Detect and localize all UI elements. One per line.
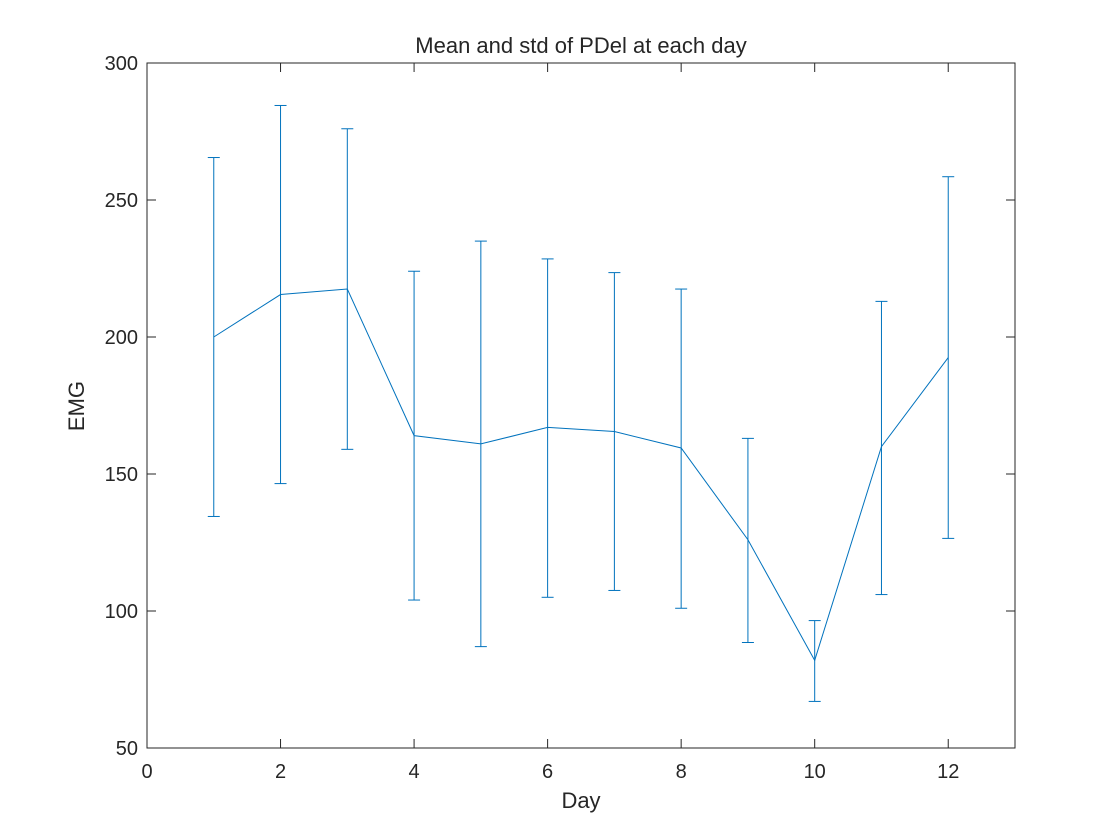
y-tick-label: 50 (116, 738, 138, 760)
x-tick-label: 6 (542, 761, 553, 783)
mean-line (213, 288, 949, 662)
y-tick-label: 300 (105, 53, 138, 75)
x-axis-label: Day (561, 788, 600, 813)
chart-title: Mean and std of PDel at each day (415, 33, 746, 58)
y-tick-label: 150 (105, 464, 138, 486)
x-tick-label: 2 (275, 761, 286, 783)
axes-box (146, 62, 1016, 749)
series-layer (207, 104, 955, 702)
plot-area (147, 63, 1015, 748)
x-tick-label: 0 (141, 761, 152, 783)
x-tick-label: 12 (937, 761, 959, 783)
ticks-layer: 0 2 4 6 8 10 12 50 100 150 200 250 300 (105, 53, 1015, 783)
x-tick-label: 10 (804, 761, 826, 783)
y-tick-label: 250 (105, 190, 138, 212)
x-tick-label: 8 (676, 761, 687, 783)
y-tick-label: 100 (105, 601, 138, 623)
y-tick-label: 200 (105, 327, 138, 349)
y-axis-label: EMG (64, 381, 89, 431)
x-tick-label: 4 (409, 761, 420, 783)
